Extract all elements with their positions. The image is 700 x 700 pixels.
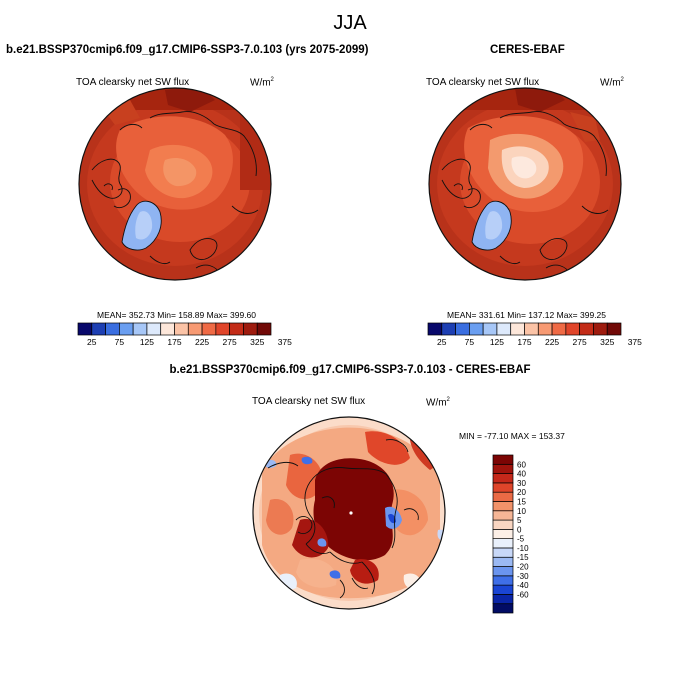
diff-colorbar-swatch [492, 556, 514, 567]
diff-colorbar-swatch [492, 529, 514, 539]
diff-colorbar-swatch [492, 473, 514, 484]
model-colorbar-swatch [77, 322, 93, 336]
diff-colorbar-swatch [492, 482, 514, 493]
model-colorbar-tick-label: 75 [115, 337, 125, 347]
diff-colorbar-swatch [492, 584, 514, 595]
diff-polar-map [252, 416, 446, 610]
diff-colorbar-swatch [492, 594, 514, 605]
diff-colorbar-swatch [492, 501, 514, 512]
obs-colorbar-swatch [524, 322, 539, 336]
obs-colorbar-tick-label: 375 [628, 337, 642, 347]
diff-colorbar-swatch [492, 547, 514, 558]
obs-colorbar-swatch [441, 322, 456, 336]
diff-units: W/m2 [426, 397, 450, 409]
model-colorbar: 25 75 125 175 225 275 325 375 [77, 322, 292, 347]
diff-colorbar-tick-label: 60 [517, 460, 526, 469]
obs-colorbar-tick-label: 25 [437, 337, 447, 347]
model-colorbar-swatch [91, 322, 106, 336]
model-variable-label: TOA clearsky net SW flux [76, 77, 190, 88]
model-panel-title: b.e21.BSSP370cmip6.f09_g17.CMIP6-SSP3-7.… [6, 44, 369, 56]
obs-colorbar-swatch [427, 322, 443, 336]
diff-colorbar-tick-label: -5 [517, 535, 525, 544]
model-colorbar-tick-label: 325 [250, 337, 264, 347]
model-colorbar-tick-label: 225 [195, 337, 209, 347]
diff-colorbar-swatch [492, 491, 514, 502]
obs-colorbar-tick-label: 125 [490, 337, 504, 347]
obs-colorbar-tick-label: 175 [517, 337, 531, 347]
diff-colorbar-swatch [492, 575, 514, 586]
diff-colorbar-swatch [492, 510, 514, 521]
obs-colorbar-tick-label: 225 [545, 337, 559, 347]
obs-panel-title: CERES-EBAF [490, 44, 565, 56]
diff-colorbar-swatch [492, 566, 514, 577]
obs-colorbar-swatch [593, 322, 608, 336]
diff-colorbar-tick-label: 30 [517, 479, 526, 488]
diff-colorbar-tick-label: -30 [517, 572, 529, 581]
diff-colorbar-swatch [492, 519, 514, 530]
diff-colorbar-tick-label: 15 [517, 497, 526, 506]
obs-stats: MEAN= 331.61 Min= 137.12 Max= 399.25 [447, 310, 607, 320]
diff-colorbar-swatch [492, 538, 514, 549]
model-colorbar-tick-label: 375 [278, 337, 292, 347]
diff-colorbar-tick-label: -60 [517, 590, 529, 599]
diff-colorbar-tick-label: 5 [517, 516, 522, 525]
diff-colorbar-tick-label: -40 [517, 581, 529, 590]
model-colorbar-swatch [105, 322, 120, 336]
diff-colorbar-tick-label: 20 [517, 488, 526, 497]
obs-polar-map [428, 87, 622, 281]
model-colorbar-swatch [229, 322, 244, 336]
obs-units: W/m2 [600, 77, 624, 89]
model-colorbar-swatch [201, 322, 217, 336]
diff-colorbar-swatch [492, 454, 514, 465]
model-colorbar-tick-label: 275 [223, 337, 237, 347]
obs-colorbar-swatch [565, 322, 580, 336]
diff-panel-title: b.e21.BSSP370cmip6.f09_g17.CMIP6-SSP3-7.… [169, 364, 531, 376]
obs-colorbar-swatch [496, 322, 512, 336]
model-units: W/m2 [250, 77, 274, 89]
obs-colorbar-tick-label: 275 [573, 337, 587, 347]
diff-colorbar-tick-label: -10 [517, 544, 529, 553]
diff-colorbar-tick-label: 0 [517, 525, 522, 534]
diff-colorbar-tick-label: 40 [517, 470, 526, 479]
north-pole-marker [349, 511, 353, 515]
obs-colorbar-swatch [510, 322, 525, 336]
diff-colorbar-tick-label: -20 [517, 563, 529, 572]
model-colorbar-swatch [243, 322, 258, 336]
model-colorbar-swatch [187, 322, 203, 336]
obs-colorbar-swatch [482, 322, 498, 336]
season-title: JJA [333, 12, 367, 34]
obs-colorbar-swatch [537, 322, 553, 336]
model-colorbar-swatch [256, 322, 272, 336]
diff-variable-label: TOA clearsky net SW flux [252, 396, 366, 407]
diff-stats: MIN = -77.10 MAX = 153.37 [459, 431, 565, 441]
diff-colorbar-tick-label: 10 [517, 507, 526, 516]
obs-colorbar-swatch [455, 322, 470, 336]
model-colorbar-swatch [215, 322, 230, 336]
model-colorbar-swatch [160, 322, 175, 336]
model-colorbar-tick-label: 125 [140, 337, 154, 347]
diff-colorbar-swatch [492, 463, 514, 474]
model-polar-map [78, 87, 272, 281]
model-stats: MEAN= 352.73 Min= 158.89 Max= 399.60 [97, 310, 257, 320]
model-colorbar-tick-label: 175 [167, 337, 181, 347]
diff-colorbar-swatch [492, 603, 514, 614]
obs-colorbar-swatch [469, 322, 484, 336]
obs-colorbar: 25 75 125 175 225 275 325 375 [427, 322, 642, 347]
model-colorbar-swatch [132, 322, 148, 336]
model-colorbar-swatch [146, 322, 162, 336]
obs-colorbar-swatch [551, 322, 567, 336]
model-colorbar-tick-label: 25 [87, 337, 97, 347]
obs-variable-label: TOA clearsky net SW flux [426, 77, 540, 88]
model-colorbar-swatch [119, 322, 134, 336]
obs-colorbar-swatch [579, 322, 594, 336]
obs-colorbar-tick-label: 325 [600, 337, 614, 347]
model-colorbar-swatch [174, 322, 189, 336]
diff-colorbar-tick-label: -15 [517, 553, 529, 562]
obs-colorbar-swatch [606, 322, 622, 336]
obs-colorbar-tick-label: 75 [465, 337, 475, 347]
